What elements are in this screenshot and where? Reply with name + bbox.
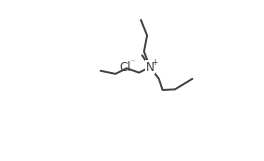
Text: +: +: [152, 58, 158, 67]
Text: ⁻: ⁻: [130, 58, 134, 67]
Text: N: N: [145, 61, 154, 74]
Text: Cl: Cl: [119, 61, 131, 74]
